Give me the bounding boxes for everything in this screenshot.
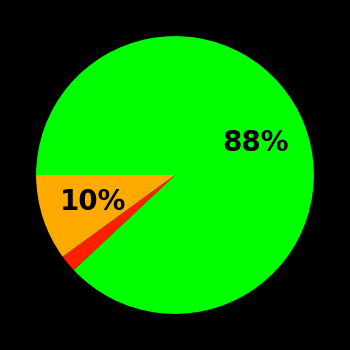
Text: 88%: 88% [222,129,288,157]
Text: 10%: 10% [60,188,126,216]
Wedge shape [36,175,175,257]
Wedge shape [63,175,175,270]
Wedge shape [36,36,314,314]
